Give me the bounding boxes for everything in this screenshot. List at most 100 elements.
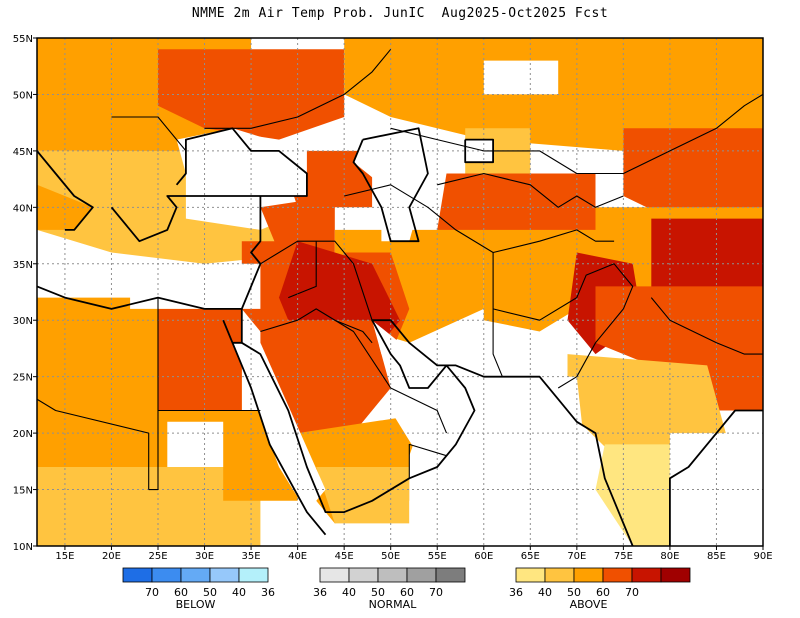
legend-below-label: BELOW (176, 598, 216, 611)
coastline (241, 319, 634, 546)
country-border (390, 93, 763, 175)
legend-swatch (209, 567, 240, 583)
legend-tick-label: 50 (567, 586, 581, 599)
lat-tick-label: 55N (13, 34, 33, 45)
country-border (334, 319, 373, 344)
legend-above-label: ABOVE (570, 598, 608, 611)
country-border (492, 263, 634, 389)
lon-tick-label: 80E (660, 551, 679, 562)
lat-tick-label: 45N (13, 147, 33, 158)
legend-swatch (515, 567, 546, 583)
coastline (352, 127, 429, 243)
legend-swatch (660, 567, 691, 583)
country-border (204, 48, 392, 129)
region-india-central (567, 354, 726, 456)
legend-tick-label: 70 (625, 586, 639, 599)
country-border (260, 240, 373, 321)
coastline (669, 409, 763, 546)
coastline (464, 138, 494, 164)
chart-title: NMME 2m Air Temp Prob. JunIC Aug2025-Oct… (191, 6, 609, 21)
lat-tick-label: 10N (13, 542, 33, 553)
region-xinjiang-hot (623, 128, 763, 219)
lon-tick-label: 40E (288, 551, 307, 562)
map-frame (36, 37, 764, 547)
legend-swatch (151, 567, 182, 583)
country-border (260, 308, 448, 434)
legend-normal: 36 40 50 60 70 NORMAL (313, 567, 466, 611)
legend-tick-label: 60 (596, 586, 610, 599)
legend-swatch (602, 567, 633, 583)
lon-tick-label: 55E (428, 551, 447, 562)
region-egypt (158, 308, 242, 411)
lat-tick-label: 40N (13, 203, 33, 214)
coastline (231, 342, 327, 536)
lon-tick-label: 85E (707, 551, 726, 562)
region-italy-south (37, 184, 93, 230)
coastline (110, 127, 308, 243)
lon-tick-label: 45E (335, 551, 354, 562)
legend-swatch (435, 567, 466, 583)
region-yemen (316, 467, 410, 524)
legend-tick-label: 60 (174, 586, 188, 599)
legend-tick-label: 36 (261, 586, 275, 599)
legend-tick-label: 40 (232, 586, 246, 599)
country-border (288, 241, 317, 299)
coastline (37, 150, 94, 231)
legend-swatch (122, 567, 153, 583)
coastline (222, 308, 243, 344)
lat-tick-label: 50N (13, 90, 33, 101)
country-border (148, 297, 159, 491)
region-persian-gulf (372, 320, 447, 388)
lon-tick-label: 15E (55, 551, 74, 562)
legend-swatch (238, 567, 269, 583)
region-aral-sea (465, 139, 494, 163)
legend-tick-label: 40 (538, 586, 552, 599)
country-border (37, 398, 150, 490)
legend-swatch (631, 567, 662, 583)
lon-tick-label: 20E (102, 551, 121, 562)
legend-swatch (573, 567, 604, 583)
country-border (111, 116, 187, 152)
lon-tick-label: 90E (753, 551, 772, 562)
legend-swatch (377, 567, 408, 583)
region-india-south (595, 444, 670, 546)
lon-tick-label: 30E (195, 551, 214, 562)
lat-tick-label: 35N (13, 260, 33, 271)
region-red-sea (232, 342, 326, 513)
legend-swatch (406, 567, 437, 583)
lat-tick-label: 30N (13, 316, 33, 327)
legend-swatch (319, 567, 350, 583)
legend-swatch (544, 567, 575, 583)
coastline (37, 196, 262, 310)
lon-tick-label: 50E (381, 551, 400, 562)
legend-tick-label: 50 (203, 586, 217, 599)
lon-tick-label: 75E (614, 551, 633, 562)
legend-tick-label: 70 (145, 586, 159, 599)
region-kazakhstan-white (483, 60, 559, 95)
lon-tick-label: 65E (521, 551, 540, 562)
legend-swatch (180, 567, 211, 583)
lon-tick-label: 35E (242, 551, 261, 562)
legend-tick-label: 60 (400, 586, 414, 599)
country-border (344, 184, 503, 377)
region-east-med-sea (130, 263, 261, 309)
region-india-north (595, 286, 763, 411)
legend-below: 70 60 50 40 36 BELOW (122, 567, 275, 611)
lat-tick-label: 20N (13, 429, 33, 440)
legend-swatch (348, 567, 379, 583)
lon-tick-label: 60E (474, 551, 493, 562)
legend-tick-label: 36 (313, 586, 327, 599)
lon-tick-label: 25E (148, 551, 167, 562)
legend-tick-label: 70 (429, 586, 443, 599)
legend-tick-label: 40 (342, 586, 356, 599)
legend-above: 36 40 50 60 70 ABOVE (509, 567, 691, 611)
country-border (492, 229, 615, 254)
legend-normal-label: NORMAL (369, 598, 418, 611)
region-black-sea (176, 128, 307, 196)
country-border (650, 297, 763, 355)
country-border (437, 172, 624, 208)
plot-area (37, 38, 763, 546)
legend-tick-label: 50 (371, 586, 385, 599)
legend-tick-label: 36 (509, 586, 523, 599)
